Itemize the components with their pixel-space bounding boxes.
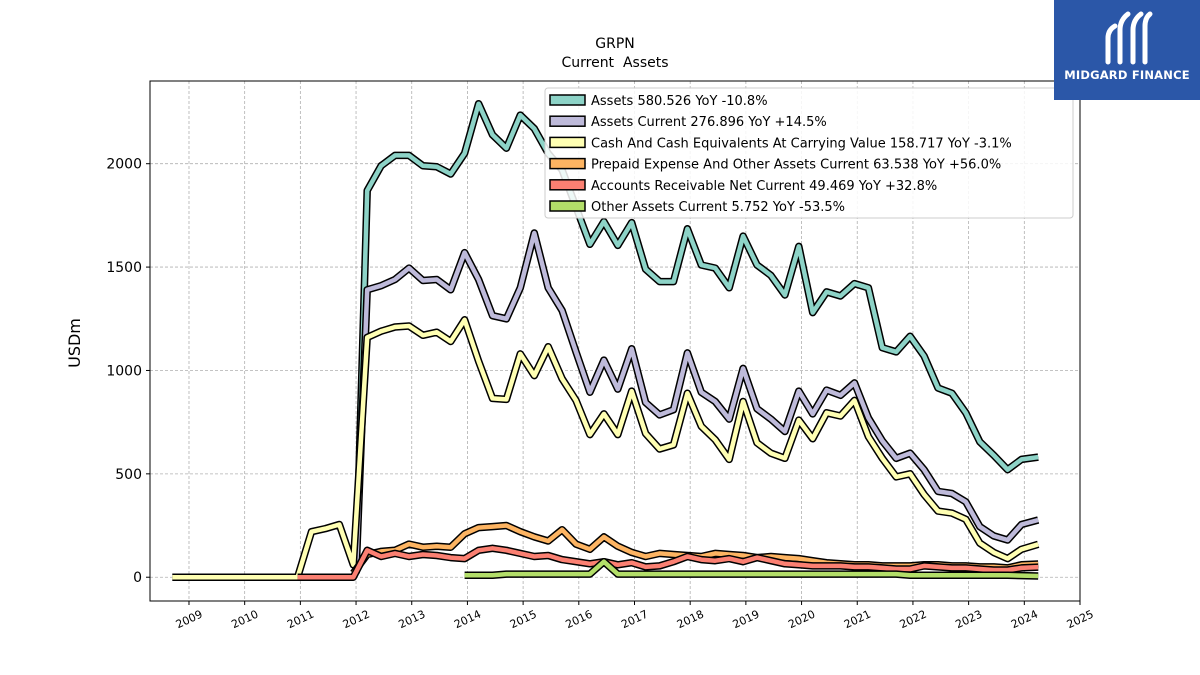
y-axis: 0 500 1000 1500 2000 <box>106 157 150 586</box>
brand-name: MIDGARD FINANCE <box>1064 68 1190 82</box>
x-tick-label: 2011 <box>285 608 316 632</box>
legend-swatch <box>549 200 586 212</box>
x-tick-label: 2025 <box>1065 608 1096 632</box>
legend-entry: Prepaid Expense And Other Assets Current… <box>591 158 1001 173</box>
plot-frame <box>149 80 1081 602</box>
legend-swatch <box>549 179 586 191</box>
legend-swatch <box>549 157 586 170</box>
legend-entry: Assets Current 276.896 YoY +14.5% <box>591 115 827 130</box>
x-tick-label: 2013 <box>397 608 428 632</box>
legend-entry: Assets 580.526 YoY -10.8% <box>591 94 768 109</box>
x-tick-label: 2010 <box>229 608 260 632</box>
legend-entry: Cash And Cash Equivalents At Carrying Va… <box>591 136 1012 151</box>
series-outline-1 <box>352 229 1040 574</box>
series-line-4 <box>297 546 1039 580</box>
legend-swatch <box>549 136 586 149</box>
x-tick-label: 2023 <box>953 608 984 632</box>
legend: Assets 580.526 YoY -10.8% Assets Current … <box>544 87 1074 219</box>
x-tick-label: 2019 <box>731 608 762 632</box>
x-tick-label: 2009 <box>174 608 205 632</box>
y-tick-label: 1000 <box>106 363 142 379</box>
x-tick-label: 2014 <box>452 608 483 632</box>
x-tick-label: 2015 <box>508 608 539 632</box>
series-line-1 <box>353 230 1039 574</box>
legend-entry: Other Assets Current 5.752 YoY -53.5% <box>591 200 845 215</box>
series-line-0 <box>353 101 1039 574</box>
y-tick-label: 500 <box>115 467 142 483</box>
x-tick-label: 2018 <box>675 608 706 632</box>
chart-subtitle: Current Assets <box>561 55 668 71</box>
x-tick-label: 2022 <box>898 608 929 632</box>
legend-entry: Accounts Receivable Net Current 49.469 Y… <box>591 179 937 194</box>
x-axis: 2009 2010 2011 2012 2013 2014 2015 2016 2017 2018… <box>174 601 1096 631</box>
legend-swatch <box>549 94 586 106</box>
series-line-5 <box>464 559 1039 579</box>
chart-title: GRPN <box>595 36 635 52</box>
x-tick-label: 2020 <box>786 608 817 632</box>
legend-box <box>544 87 1074 219</box>
x-tick-label: 2012 <box>341 608 372 632</box>
x-tick-label: 2017 <box>619 608 650 632</box>
x-tick-label: 2016 <box>564 608 595 632</box>
y-tick-label: 2000 <box>106 157 142 173</box>
legend-swatch <box>549 115 586 127</box>
series-lines <box>172 99 1040 581</box>
x-tick-label: 2024 <box>1009 608 1040 632</box>
brand-logo: MIDGARD FINANCE <box>1054 0 1200 100</box>
midgard-logo-icon <box>1105 11 1153 65</box>
series-line-2 <box>172 317 1039 580</box>
y-tick-label: 0 <box>133 570 142 586</box>
y-axis-label: USDm <box>65 318 84 368</box>
y-tick-label: 1500 <box>106 260 142 276</box>
x-tick-label: 2021 <box>842 608 873 632</box>
